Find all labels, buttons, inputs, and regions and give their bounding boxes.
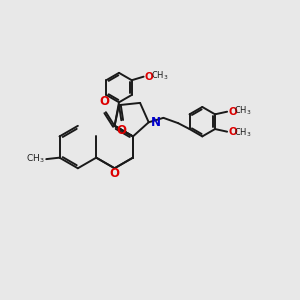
Text: O: O	[228, 107, 237, 117]
Text: O: O	[116, 124, 126, 137]
Text: O: O	[228, 127, 237, 137]
Text: N: N	[151, 116, 160, 129]
Text: CH$_3$: CH$_3$	[235, 126, 252, 139]
Text: O: O	[99, 95, 110, 108]
Text: CH$_3$: CH$_3$	[235, 105, 252, 117]
Text: O: O	[110, 167, 120, 180]
Text: CH$_3$: CH$_3$	[151, 70, 169, 82]
Text: O: O	[145, 72, 154, 82]
Text: CH$_3$: CH$_3$	[26, 153, 45, 165]
